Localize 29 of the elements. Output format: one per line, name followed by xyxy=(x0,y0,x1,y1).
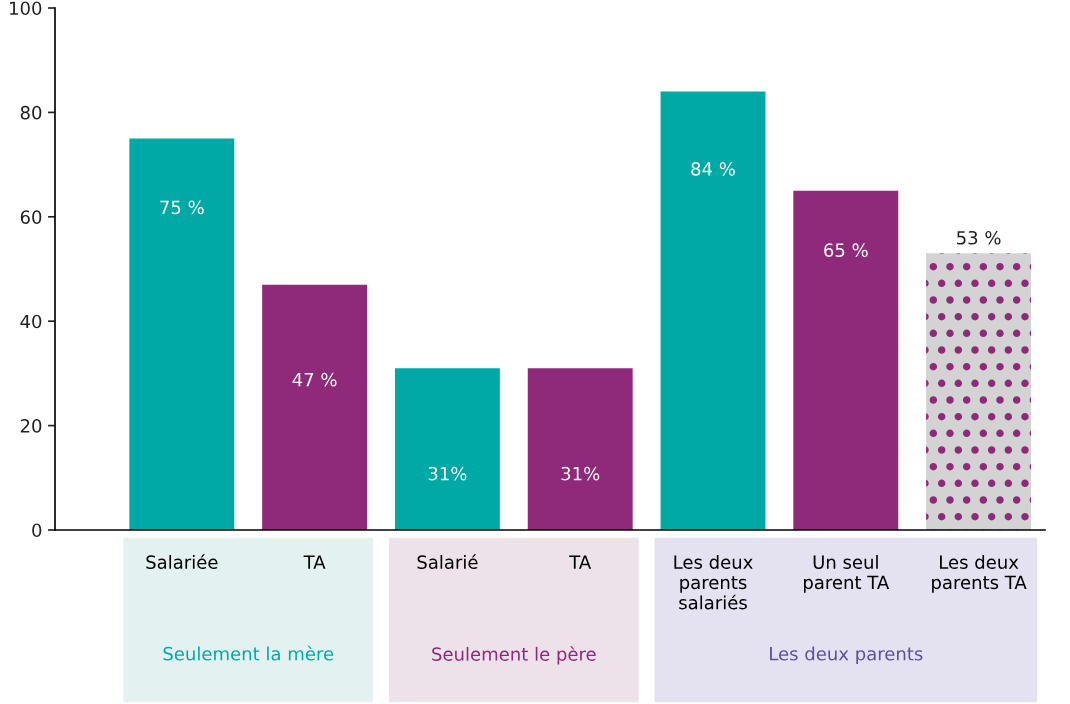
y-tick-label: 40 xyxy=(20,314,42,329)
text: Seulement la mère xyxy=(163,645,334,661)
x-tick-label: Un seul parent TA xyxy=(804,555,890,593)
bar xyxy=(394,368,500,530)
x-tick-label: Salariée xyxy=(146,554,218,569)
text: Les deux parents xyxy=(770,646,923,665)
y-tick-label: 100 xyxy=(10,1,42,16)
bar xyxy=(129,138,235,530)
data-label: 65 % xyxy=(824,243,868,258)
data-label: 31% xyxy=(428,466,467,481)
x-tick-label: Les deux parents TA xyxy=(932,555,1027,593)
y-tick-label: 60 xyxy=(20,210,42,224)
data-label: 47 % xyxy=(292,372,337,387)
bar xyxy=(793,190,899,530)
bar xyxy=(262,284,368,530)
y-tick-label: 20 xyxy=(20,419,42,433)
x-tick-label: Les deux parents salariés xyxy=(674,555,753,610)
y-tick-label: 0 xyxy=(32,523,42,538)
data-label: 75 % xyxy=(160,200,204,215)
y-tick-label: 80 xyxy=(20,105,42,120)
text: Seulement le père xyxy=(432,646,596,665)
x-tick-label: TA xyxy=(303,555,326,569)
data-label: 31% xyxy=(561,466,600,481)
bar xyxy=(527,368,633,530)
data-label: 53 % xyxy=(957,230,1001,245)
x-tick-label: Salarié xyxy=(417,554,478,569)
bar xyxy=(660,91,766,530)
x-tick-label: TA xyxy=(569,555,592,569)
data-label: 84 % xyxy=(691,162,735,176)
